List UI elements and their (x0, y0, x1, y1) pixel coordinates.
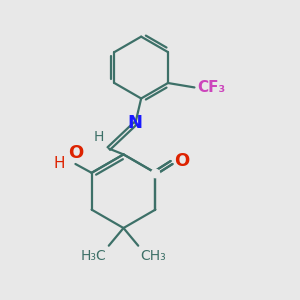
Text: CF₃: CF₃ (197, 80, 225, 95)
Text: H: H (54, 157, 65, 172)
Text: H: H (94, 130, 104, 144)
Text: O: O (68, 144, 83, 162)
Text: CH₃: CH₃ (141, 249, 166, 263)
Text: H₃C: H₃C (81, 249, 106, 263)
Text: N: N (128, 115, 143, 133)
Text: O: O (174, 152, 189, 170)
